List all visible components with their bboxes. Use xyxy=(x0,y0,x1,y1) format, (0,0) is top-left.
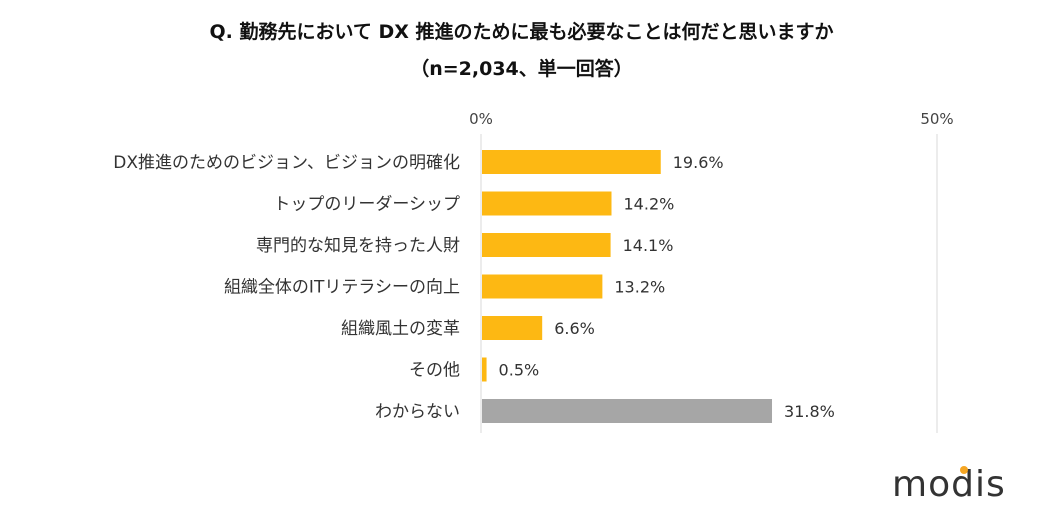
bar xyxy=(482,233,611,257)
brand-logo: modis xyxy=(892,462,1012,508)
bar xyxy=(482,316,543,340)
data-label: 0.5% xyxy=(499,361,540,380)
chart-title: Q. 勤務先において DX 推進のために最も必要なことは何だと思いますか xyxy=(209,21,834,43)
x-tick-label: 0% xyxy=(469,110,493,128)
category-label: 組織全体のITリテラシーの向上 xyxy=(224,278,460,298)
data-label: 19.6% xyxy=(673,153,724,172)
category-label: DX推進のためのビジョン、ビジョンの明確化 xyxy=(113,153,460,173)
brand-logo-text: modis xyxy=(892,464,1006,505)
category-label: その他 xyxy=(409,361,460,381)
category-label: 組織風土の変革 xyxy=(341,319,460,339)
category-label: 専門的な知見を持った人財 xyxy=(256,236,460,256)
brand-logo-dot xyxy=(960,466,968,474)
data-label: 14.2% xyxy=(624,195,675,214)
data-label: 31.8% xyxy=(784,402,835,421)
category-label: トップのリーダーシップ xyxy=(273,195,460,215)
bar xyxy=(482,357,487,382)
bar xyxy=(482,191,612,216)
x-tick-label: 50% xyxy=(920,110,953,128)
chart-subtitle: （n=2,034、単一回答） xyxy=(410,58,633,80)
bar xyxy=(482,399,773,423)
data-label: 14.1% xyxy=(623,236,674,255)
data-label: 13.2% xyxy=(614,278,665,297)
category-label: わからない xyxy=(375,402,460,422)
data-label: 6.6% xyxy=(554,319,595,338)
bar xyxy=(482,274,603,299)
bar xyxy=(482,150,661,174)
